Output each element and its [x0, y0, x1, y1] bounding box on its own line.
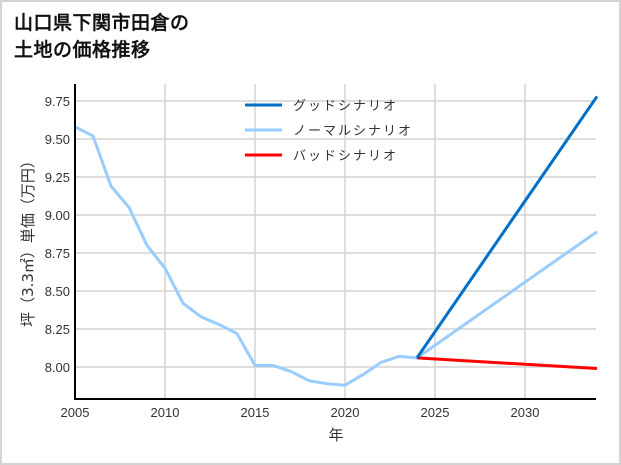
y-tick-label: 8.25: [45, 322, 70, 337]
x-tick-label: 2015: [241, 405, 270, 420]
x-axis-label: 年: [328, 426, 343, 444]
series-lines: [74, 95, 599, 387]
y-tick-label: 9.75: [45, 94, 70, 109]
chart-title-line1: 山口県下関市田倉の: [14, 12, 190, 34]
y-tick-label: 9.50: [45, 132, 70, 147]
chart-title: 山口県下関市田倉の 土地の価格推移: [14, 10, 190, 64]
y-tick-label: 8.50: [45, 284, 70, 299]
series-line-0: [415, 95, 599, 359]
x-tick-label: 2005: [61, 405, 90, 420]
chart-title-line2: 土地の価格推移: [14, 39, 151, 61]
series-line-1: [74, 125, 598, 387]
y-tick-label: 8.75: [45, 246, 70, 261]
legend-label: グッドシナリオ: [293, 99, 398, 114]
x-tick-label: 2030: [511, 405, 540, 420]
legend-label: ノーマルシナリオ: [293, 124, 413, 139]
y-tick-label: 9.00: [45, 208, 70, 223]
y-tick-labels: 8.00 8.25 8.50 8.75 9.00 9.25 9.50 9.75: [45, 94, 70, 375]
x-tick-label: 2010: [151, 405, 180, 420]
x-tick-label: 2025: [421, 405, 450, 420]
legend-label: バッドシナリオ: [293, 149, 398, 164]
x-tick-labels: 2005 2010 2015 2020 2025 2030: [61, 405, 540, 420]
x-tick-label: 2020: [331, 405, 360, 420]
y-tick-label: 8.00: [45, 360, 70, 375]
grid-lines: [75, 84, 596, 399]
y-axis-label: 坪（3.3㎡）単価（万円）: [19, 153, 37, 327]
axes: [74, 84, 596, 400]
series-line-2: [416, 356, 598, 371]
y-tick-label: 9.25: [45, 170, 70, 185]
